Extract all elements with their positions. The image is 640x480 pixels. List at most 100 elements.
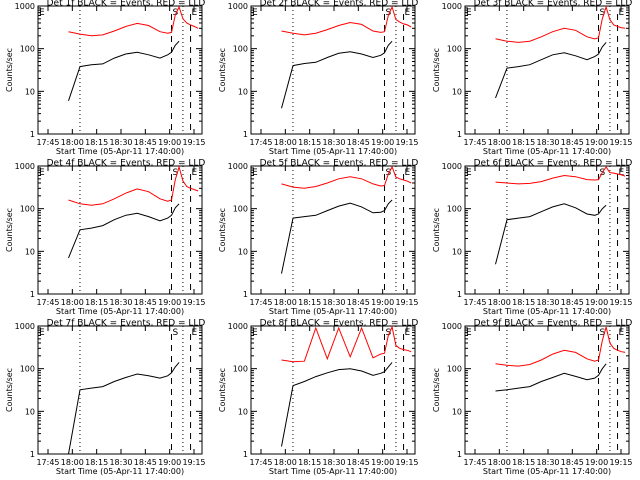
x-tick-label: 18:15 <box>512 138 535 147</box>
x-tick-label: 18:15 <box>512 458 535 467</box>
x-tick-label: 19:00 <box>371 138 394 147</box>
y-tick-label: 10 <box>238 87 248 96</box>
x-axis-label: Start Time (05-Apr-11 17:40:00) <box>269 147 397 156</box>
series-line <box>281 199 393 274</box>
chart-panel-8: Det 8f BLACK = Events, RED = LLD 1 10 100 10… <box>218 319 419 477</box>
x-tick-label: 18:00 <box>488 138 511 147</box>
marker-label: S <box>599 328 605 338</box>
chart-panel-6: Det 6f BLACK = Events, RED = LLD 1 10 100 10… <box>432 159 633 317</box>
y-tick-label: 1000 <box>15 322 35 331</box>
y-tick-label: 1000 <box>228 162 248 171</box>
x-tick-label: 18:45 <box>347 458 370 467</box>
x-tick-label: 19:15 <box>395 298 418 307</box>
y-tick-label: 100 <box>447 45 462 54</box>
y-tick-label: 1 <box>30 130 35 139</box>
x-tick-label: 18:00 <box>274 298 297 307</box>
marker-label: E <box>466 8 472 18</box>
y-tick-label: 1 <box>457 130 462 139</box>
plot-frame <box>250 165 416 295</box>
marker-label: S <box>385 8 391 18</box>
y-tick-label: 1 <box>243 450 248 459</box>
y-tick-label: 10 <box>25 247 35 256</box>
x-tick-label: 17:45 <box>36 298 59 307</box>
x-tick-label: 19:15 <box>395 138 418 147</box>
marker-label: E <box>192 328 198 338</box>
chart-panel-5: Det 5f BLACK = Events, RED = LLD 1 10 100 10… <box>218 159 419 317</box>
x-tick-label: 18:30 <box>536 298 559 307</box>
panel-title: Det 5f BLACK = Events, RED = LLD <box>260 159 419 169</box>
marker-label: S <box>172 328 178 338</box>
marker-label: E <box>192 8 198 18</box>
y-tick-label: 10 <box>238 407 248 416</box>
x-tick-label: 19:00 <box>585 298 608 307</box>
x-tick-label: 18:45 <box>561 138 584 147</box>
series-line <box>68 40 180 101</box>
series-line <box>495 42 607 99</box>
x-tick-label: 18:45 <box>134 138 157 147</box>
series-line <box>495 203 607 265</box>
y-axis-label: Counts/sec <box>5 48 14 92</box>
x-tick-label: 19:15 <box>609 138 632 147</box>
x-tick-label: 18:15 <box>298 138 321 147</box>
y-tick-label: 100 <box>447 365 462 374</box>
marker-label: E <box>619 168 625 178</box>
y-tick-label: 10 <box>452 87 462 96</box>
series-line <box>68 203 180 259</box>
x-tick-label: 18:30 <box>536 458 559 467</box>
marker-label: S <box>172 168 178 178</box>
x-tick-label: 18:15 <box>85 298 108 307</box>
y-tick-label: 1 <box>243 290 248 299</box>
y-tick-label: 10 <box>452 247 462 256</box>
panel-title: Det 2f BLACK = Events, RED = LLD <box>260 0 419 9</box>
marker-label: E <box>466 168 472 178</box>
marker-label: E <box>39 168 45 178</box>
marker-label: E <box>405 168 411 178</box>
x-tick-label: 17:45 <box>36 138 59 147</box>
y-tick-label: 1 <box>30 290 35 299</box>
series-line <box>495 5 626 43</box>
marker-label: E <box>619 328 625 338</box>
x-tick-label: 19:15 <box>609 458 632 467</box>
marker-label: E <box>466 328 472 338</box>
y-tick-label: 1 <box>457 290 462 299</box>
x-tick-label: 18:00 <box>274 458 297 467</box>
x-tick-label: 18:45 <box>347 298 370 307</box>
x-tick-label: 18:45 <box>134 458 157 467</box>
x-tick-label: 19:15 <box>182 458 205 467</box>
x-tick-label: 18:45 <box>561 298 584 307</box>
series-line <box>281 325 412 363</box>
panel-title: Det 1f BLACK = Events, RED = LLD <box>47 0 206 9</box>
y-axis-label: Counts/sec <box>218 208 227 252</box>
series-line <box>68 5 199 37</box>
chart-panel-1: Det 1f BLACK = Events, RED = LLD 1 10 100 10… <box>5 0 206 156</box>
marker-label: S <box>172 8 178 18</box>
marker-label: E <box>39 328 45 338</box>
marker-label: E <box>619 8 625 18</box>
x-tick-label: 18:30 <box>322 138 345 147</box>
x-tick-label: 18:30 <box>109 298 132 307</box>
panel-title: Det 6f BLACK = Events, RED = LLD <box>474 159 633 169</box>
marker-label: E <box>39 8 45 18</box>
plot-frame <box>464 325 630 455</box>
plot-frame <box>250 5 416 135</box>
x-tick-label: 18:30 <box>536 138 559 147</box>
y-tick-label: 100 <box>233 205 248 214</box>
chart-panel-7: Det 7f BLACK = Events, RED = LLD 1 10 100 10… <box>5 319 206 477</box>
panel-title: Det 9f BLACK = Events, RED = LLD <box>474 319 633 329</box>
y-axis-label: Counts/sec <box>432 368 441 412</box>
x-axis-label: Start Time (05-Apr-11 17:40:00) <box>56 467 184 476</box>
y-tick-label: 10 <box>238 247 248 256</box>
y-tick-label: 100 <box>20 205 35 214</box>
x-tick-label: 18:15 <box>512 298 535 307</box>
series-line <box>281 5 412 36</box>
marker-label: E <box>252 8 258 18</box>
y-tick-label: 1000 <box>442 322 462 331</box>
x-tick-label: 19:00 <box>371 458 394 467</box>
y-tick-label: 1000 <box>442 162 462 171</box>
y-tick-label: 10 <box>25 407 35 416</box>
x-tick-label: 18:45 <box>347 138 370 147</box>
series-line <box>495 166 626 185</box>
x-tick-label: 18:30 <box>109 458 132 467</box>
y-tick-label: 1000 <box>228 2 248 11</box>
